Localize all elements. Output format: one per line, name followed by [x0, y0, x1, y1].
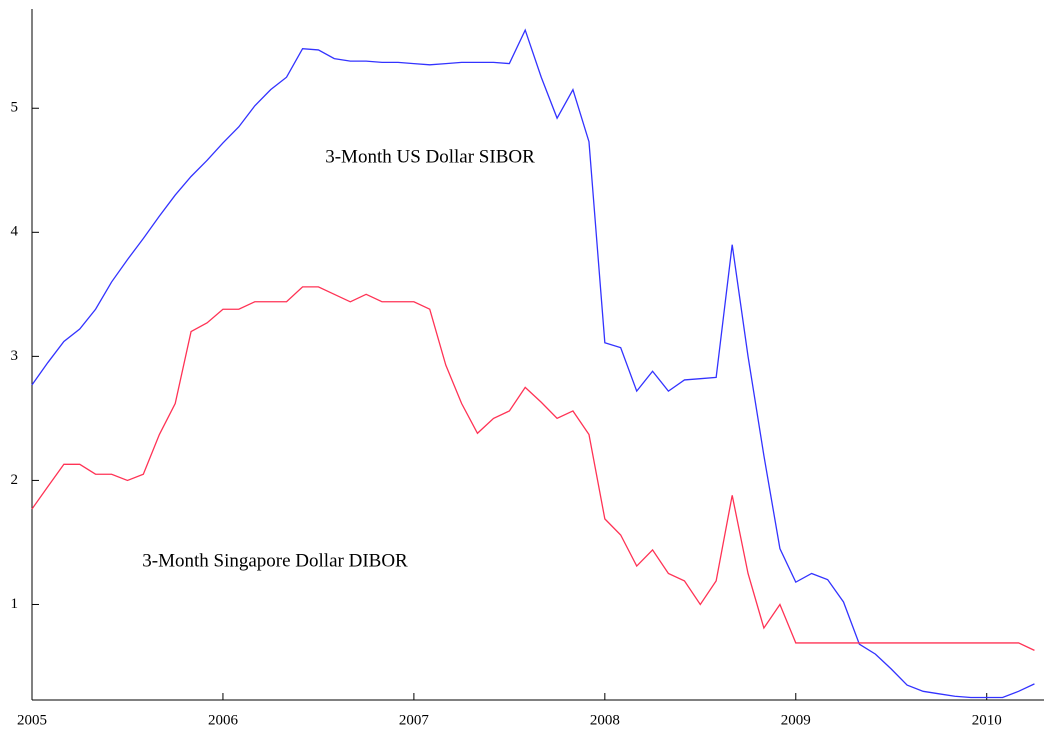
y-tick-label: 2 — [11, 472, 19, 488]
series-line — [31, 286, 1035, 651]
series-line — [31, 28, 1035, 699]
y-tick-label: 1 — [11, 596, 19, 612]
series-annotation: 3-Month US Dollar SIBOR — [325, 146, 535, 167]
y-tick-label: 3 — [11, 348, 19, 364]
y-tick-label: 4 — [11, 224, 19, 240]
x-tick-label: 2007 — [399, 712, 430, 728]
x-tick-label: 2006 — [208, 712, 239, 728]
x-tick-label: 2005 — [17, 712, 47, 728]
series-annotation: 3-Month Singapore Dollar DIBOR — [142, 550, 408, 571]
x-tick-label: 2010 — [972, 712, 1002, 728]
x-tick-label: 2008 — [590, 712, 620, 728]
y-tick-label: 5 — [11, 100, 19, 116]
x-tick-label: 2009 — [781, 712, 811, 728]
